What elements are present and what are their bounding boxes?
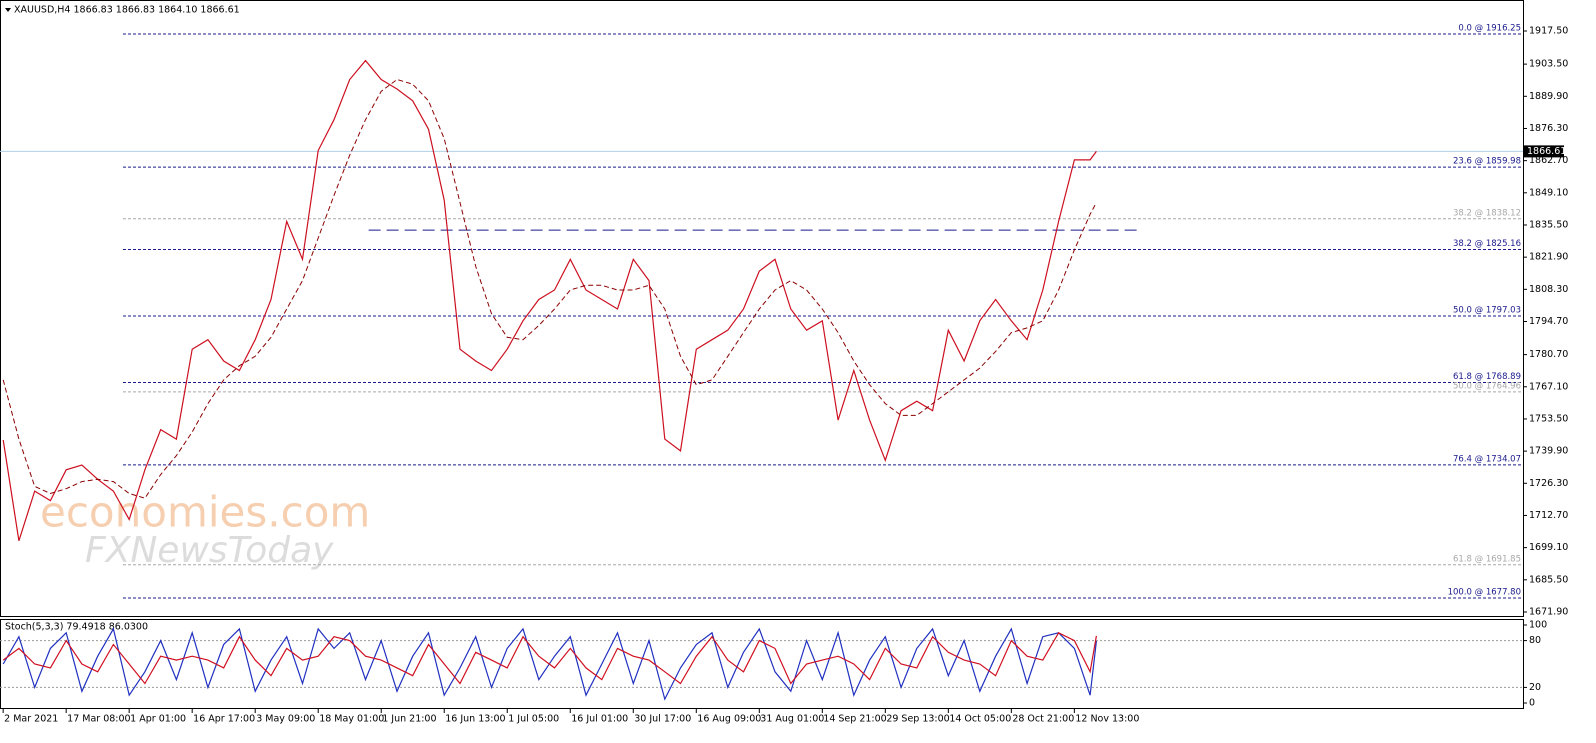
y-tick-label: 1753.50 xyxy=(1529,413,1568,424)
x-tick-label: 28 Oct 21:00 xyxy=(1012,714,1074,725)
series-line xyxy=(2,78,1097,499)
x-tick-label: 16 Aug 09:00 xyxy=(697,714,761,725)
last-price-box xyxy=(1524,145,1564,158)
y-tick-label: 1835.50 xyxy=(1529,219,1568,230)
x-tick-label: 17 Mar 08:00 xyxy=(67,714,130,725)
y-tick-label: 1862.70 xyxy=(1529,155,1568,166)
series-line xyxy=(2,627,1097,701)
menu-arrow xyxy=(5,8,11,12)
x-tick-label: 29 Sep 13:00 xyxy=(886,714,949,725)
y-tick-label: 1876.30 xyxy=(1529,123,1568,134)
x-tick-label: 3 May 09:00 xyxy=(256,714,315,725)
fib-label: 61.8 @ 1768.89 xyxy=(1453,372,1521,382)
pane-title: Stoch(5,3,3) 79.4918 86.0300 xyxy=(5,622,148,633)
x-tick-label: 16 Apr 17:00 xyxy=(193,714,255,725)
y-tick-label: 1917.50 xyxy=(1529,26,1568,37)
fib-label: 76.4 @ 1734.07 xyxy=(1453,454,1521,464)
watermark: economies.com xyxy=(40,488,370,537)
y-tick-label: 1821.90 xyxy=(1529,252,1568,263)
y-tick-label: 80 xyxy=(1529,635,1541,646)
fib-label: 100.0 @ 1677.80 xyxy=(1448,588,1521,598)
x-tick-label: 31 Aug 01:00 xyxy=(760,714,824,725)
x-tick-label: 18 May 01:00 xyxy=(319,714,384,725)
y-tick-label: 1903.50 xyxy=(1529,59,1568,70)
x-tick-label: 16 Jun 13:00 xyxy=(445,714,505,725)
y-tick-label: 0 xyxy=(1529,698,1535,709)
last-price-label: 1866.61 xyxy=(1527,146,1566,157)
x-tick-label: 1 Jun 21:00 xyxy=(382,714,436,725)
y-tick-label: 1780.70 xyxy=(1529,349,1568,360)
y-tick-label: 1712.70 xyxy=(1529,510,1568,521)
x-tick-label: 14 Sep 21:00 xyxy=(823,714,886,725)
fib-label: 50.0 @ 1797.03 xyxy=(1453,305,1521,315)
price-pane xyxy=(0,0,1524,617)
fib-label: 61.8 @ 1691.85 xyxy=(1453,554,1521,564)
x-tick-label: 1 Apr 01:00 xyxy=(130,714,186,725)
y-tick-label: 100 xyxy=(1529,619,1547,630)
fib-label: 23.6 @ 1859.98 xyxy=(1453,157,1521,167)
y-tick-label: 20 xyxy=(1529,682,1541,693)
x-tick-label: 30 Jul 17:00 xyxy=(634,714,691,725)
fib-label: 38.2 @ 1838.12 xyxy=(1453,208,1521,218)
fib-label: 0.0 @ 1916.25 xyxy=(1458,23,1521,33)
series-line xyxy=(2,59,1097,541)
x-tick-label: 16 Jul 01:00 xyxy=(571,714,628,725)
y-tick-label: 1808.30 xyxy=(1529,284,1568,295)
y-tick-label: 1849.10 xyxy=(1529,187,1568,198)
y-tick-label: 1889.90 xyxy=(1529,91,1568,102)
fib-label: 50.0 @ 1764.96 xyxy=(1453,381,1521,391)
x-tick-label: 2 Mar 2021 xyxy=(4,714,58,725)
y-tick-label: 1794.70 xyxy=(1529,316,1568,327)
stoch-pane xyxy=(0,619,1524,709)
y-tick-label: 1739.90 xyxy=(1529,446,1568,457)
pane-title: XAUUSD,H4 1866.83 1866.83 1864.10 1866.6… xyxy=(14,5,240,16)
watermark: FXNewsToday xyxy=(85,530,334,571)
y-tick-label: 1685.50 xyxy=(1529,574,1568,585)
series-line xyxy=(2,632,1097,685)
y-tick-label: 1699.10 xyxy=(1529,542,1568,553)
y-tick-label: 1767.10 xyxy=(1529,381,1568,392)
y-tick-label: 1671.90 xyxy=(1529,606,1568,617)
x-tick-label: 1 Jul 05:00 xyxy=(508,714,559,725)
fib-label: 38.2 @ 1825.16 xyxy=(1453,239,1521,249)
x-tick-label: 14 Oct 05:00 xyxy=(949,714,1011,725)
x-tick-label: 12 Nov 13:00 xyxy=(1075,714,1139,725)
y-tick-label: 1726.30 xyxy=(1529,478,1568,489)
